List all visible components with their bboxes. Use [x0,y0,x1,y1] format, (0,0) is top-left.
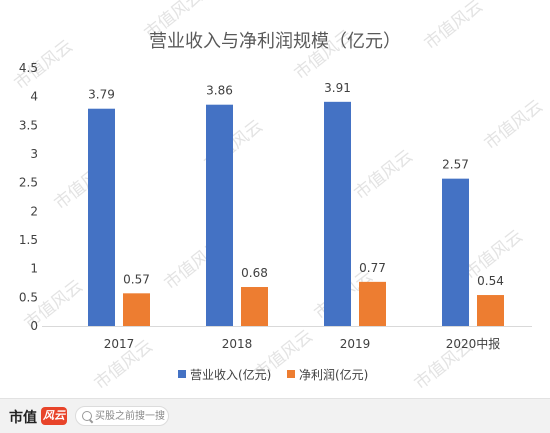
search-box[interactable] [75,406,169,426]
y-tick-label: 3 [30,147,38,161]
y-tick-label: 3.5 [19,118,38,132]
bar-net-profit [241,287,268,326]
y-tick-label: 0 [30,319,38,333]
bar-chart: 市值风云市值风云市值风云市值风云市值风云市值风云市值风云市值风云市值风云市值风云… [11,0,547,394]
data-label: 0.77 [359,261,386,275]
bar-revenue [88,108,115,326]
x-axis: 2017 2018 2019 2020中报 [104,336,501,351]
legend-swatch [178,370,186,378]
y-tick-label: 2.5 [19,176,38,190]
data-label: 0.54 [477,274,504,288]
y-tick-label: 4.5 [19,61,38,75]
bar-net-profit [477,295,504,326]
x-tick-label: 2017 [104,337,135,351]
bars: 3.79 0.57 3.86 0.68 3.91 0.77 2.57 0.54 [88,81,504,327]
bar-net-profit [123,293,150,326]
watermark-text: 市值风云 [481,96,547,154]
chart-title: 营业收入与净利润规模（亿元） [149,31,401,52]
bar-revenue [206,104,233,327]
data-label: 2.57 [442,158,469,172]
data-label: 0.68 [241,266,268,280]
bar-revenue [324,101,351,327]
legend: 营业收入(亿元) 净利润(亿元) [178,367,368,382]
search-icon[interactable] [82,411,92,421]
legend-swatch [287,370,295,378]
y-axis: 0 0.5 1 1.5 2 2.5 3 3.5 4 4.5 [19,61,38,333]
y-tick-label: 2 [30,204,38,218]
search-input[interactable] [95,408,167,424]
data-label: 0.57 [123,272,150,286]
chart-area: 市值风云 市值风云 市值风云 市值风云 市值风云 市值风云 市值风云 市值风云 市值风云 市值风云… [10,0,547,394]
brand-logo-badge: 风云 [41,407,67,425]
watermark-text: 市值风云 [351,146,417,204]
y-tick-label: 1.5 [19,233,38,247]
y-tick-label: 0.5 [19,290,38,304]
footer-bar: 市值 风云 [0,398,550,433]
legend-label: 净利润(亿元) [299,367,368,382]
x-tick-label: 2020中报 [446,336,501,351]
data-label: 3.86 [206,84,233,98]
legend-label: 营业收入(亿元) [190,367,271,382]
watermark-text: 市值风云 [421,0,487,54]
bar-net-profit [359,281,386,326]
bar-revenue [442,178,469,326]
x-tick-label: 2019 [340,337,371,351]
y-tick-label: 4 [30,90,38,104]
data-label: 3.91 [324,81,351,95]
x-tick-label: 2018 [222,337,253,351]
y-tick-label: 1 [30,262,38,276]
brand-logo-text: 市值 [9,410,37,426]
data-label: 3.79 [88,88,115,102]
